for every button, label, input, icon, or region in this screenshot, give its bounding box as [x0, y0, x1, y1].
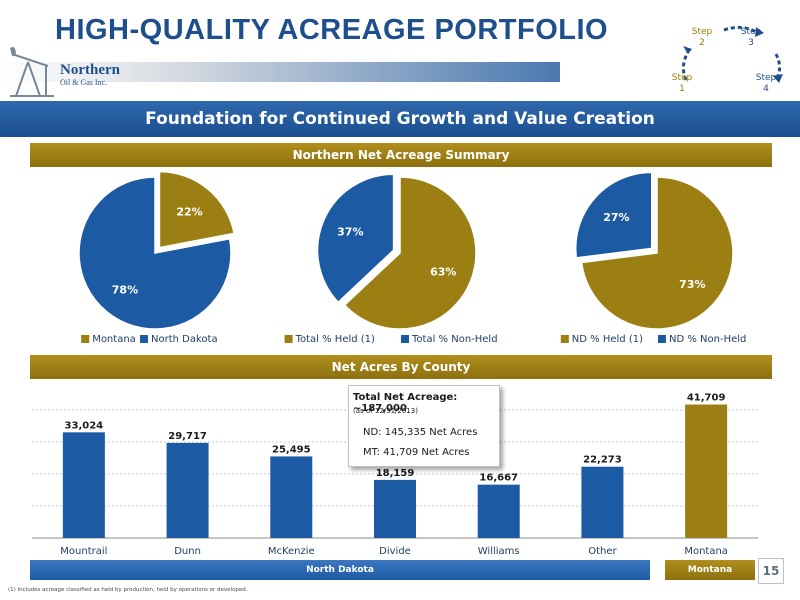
x-tick-label-mckenzie: McKenzie [268, 546, 315, 557]
pie-2-slice-2 [316, 173, 395, 304]
logo-subtitle: Oil & Gas Inc. [60, 78, 108, 87]
step-3-num: 3 [748, 38, 754, 48]
pie-1-legend-label-2: North Dakota [151, 334, 218, 345]
pie-1-slice-1 [158, 170, 235, 249]
bar-value-label-williams: 16,667 [479, 473, 518, 484]
bar-value-label-other: 22,273 [583, 455, 622, 466]
pie-3-legend-label-2: ND % Non-Held [669, 334, 746, 345]
total-acreage-callout: Total Net Acreage: ~187,000 (as of 12/31… [348, 385, 500, 467]
callout-date: (as of 12/31/2013) [353, 407, 418, 415]
pie-2-value-label-1: 63% [430, 266, 456, 279]
acreage-pie-charts: 22% 78% Montana North Dakota 63% 37% Total % H… [78, 170, 746, 345]
footnote: (1) Includes acreage classified as held … [8, 587, 248, 593]
pie-2-legend-label-2: Total % Non-Held [411, 334, 498, 345]
bar-value-label-mountrail: 33,024 [65, 420, 104, 431]
page-number: 15 [758, 558, 784, 584]
pie-2-legend-label-1: Total % Held (1) [295, 334, 375, 345]
title-underline [0, 62, 560, 82]
x-tick-label-williams: Williams [478, 546, 520, 557]
pie-2-value-label-2: 37% [337, 226, 363, 239]
x-tick-label-divide: Divide [379, 546, 411, 557]
county-acres-header: Net Acres By County [30, 355, 772, 379]
bar-value-label-dunn: 29,717 [168, 431, 207, 442]
pie-1-legend-swatch-1 [81, 335, 90, 343]
bar-mountrail [62, 432, 105, 538]
step-2-num: 2 [699, 38, 705, 48]
step-2-label: Step 2 [692, 27, 713, 48]
step-2-word: Step [692, 27, 713, 37]
bar-other [581, 466, 624, 538]
pie-3-legend-swatch-1 [560, 335, 569, 343]
x-tick-label-other: Other [588, 546, 617, 557]
callout-nd-acres: ND: 145,335 Net Acres [363, 427, 478, 438]
callout-mt-acres: MT: 41,709 Net Acres [363, 447, 470, 458]
pie-3-slice-2 [575, 171, 653, 259]
pie-3-value-label-2: 27% [603, 211, 629, 224]
x-tick-label-montana: Montana [684, 546, 728, 557]
bar-mckenzie [270, 456, 313, 538]
bar-montana [685, 404, 728, 538]
bar-value-label-montana: 41,709 [687, 393, 726, 404]
north-dakota-group-bar: North Dakota [30, 560, 650, 580]
pie-3-legend-swatch-2 [658, 335, 666, 343]
step-1-word: Step [672, 73, 693, 83]
pie-2-legend-swatch-2 [401, 335, 409, 343]
pie-1-legend-swatch-2 [140, 335, 148, 343]
pie-3-value-label-1: 73% [679, 278, 705, 291]
acreage-summary-header: Northern Net Acreage Summary [30, 143, 772, 167]
company-logo: Northern Oil & Gas Inc. [8, 40, 128, 98]
bar-dunn [166, 442, 209, 538]
county-bar-chart: 33,024 Mountrail 29,717 Dunn 25,495 McKenzie 1… [32, 393, 758, 557]
subtitle-banner: Foundation for Continued Growth and Valu… [0, 101, 800, 137]
step-4-label: Step 4 [756, 73, 777, 94]
bar-value-label-mckenzie: 25,495 [272, 444, 311, 455]
pie-1-value-label-2: 78% [112, 283, 138, 296]
page-title: HIGH-QUALITY ACREAGE PORTFOLIO [55, 14, 609, 46]
pie-1-legend-label-1: Montana [92, 334, 136, 345]
x-tick-label-dunn: Dunn [174, 546, 201, 557]
step-4-word: Step [756, 73, 777, 83]
logo-wordmark: Northern [60, 62, 120, 78]
bar-divide [374, 479, 416, 538]
step-3-label: Step 3 [741, 27, 762, 48]
bar-williams [477, 484, 520, 538]
callout-title: Total Net Acreage: ~187,000 [353, 392, 458, 414]
step-3-word: Step [741, 27, 762, 37]
pie-2-slice-1 [343, 176, 477, 330]
pie-1-value-label-1: 22% [176, 205, 202, 218]
step-1-num: 1 [679, 84, 685, 94]
montana-group-bar: Montana [665, 560, 755, 580]
pie-1-slice-2 [78, 176, 232, 330]
pumpjack-icon [10, 47, 54, 97]
step-4-num: 4 [763, 84, 769, 94]
pie-3-slice-1 [580, 176, 734, 330]
x-tick-label-mountrail: Mountrail [60, 546, 107, 557]
pie-2-legend-swatch-1 [284, 335, 293, 343]
bar-value-label-divide: 18,159 [376, 468, 415, 479]
step-1-label: Step 1 [672, 73, 693, 94]
pie-3-legend-label-1: ND % Held (1) [572, 334, 643, 345]
